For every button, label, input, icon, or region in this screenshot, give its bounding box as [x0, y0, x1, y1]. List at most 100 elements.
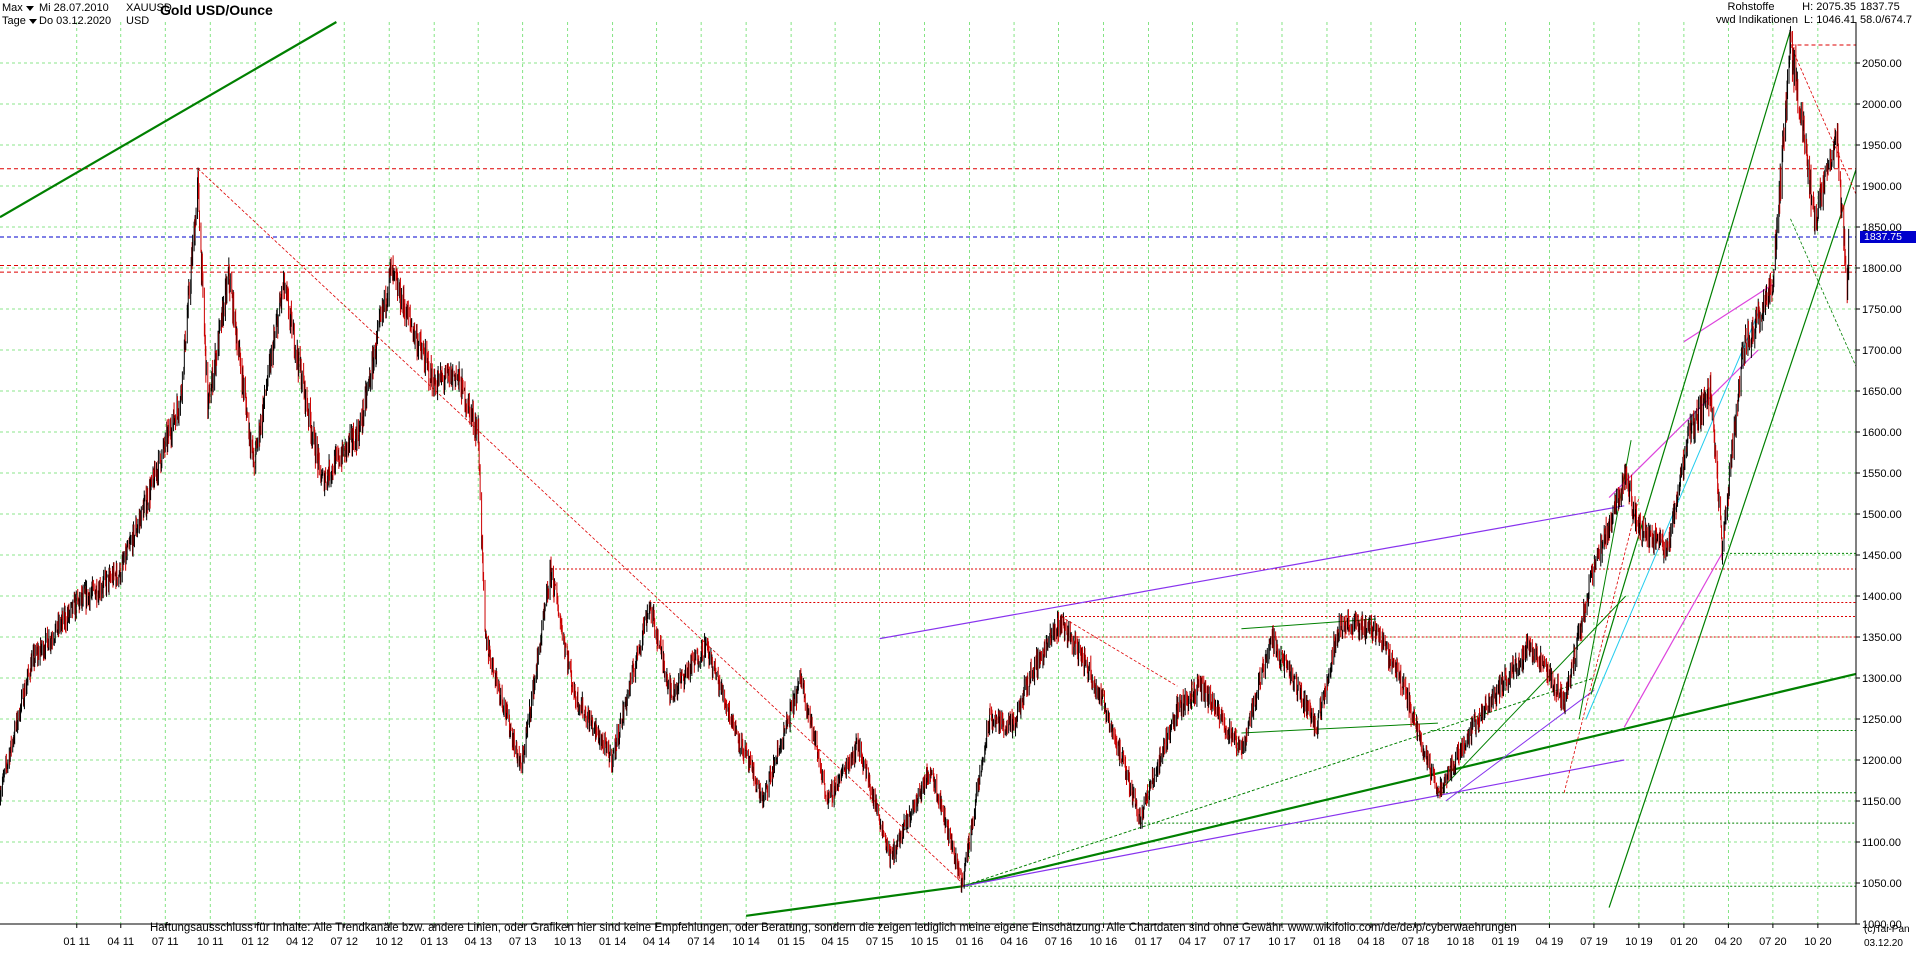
x-tick-label: 04 20	[1715, 936, 1743, 948]
x-tick-label: 10 13	[554, 936, 582, 948]
y-tick-label: 1900.00	[1862, 181, 1902, 193]
x-tick-label: 07 19	[1580, 936, 1608, 948]
x-tick-label: 07 11	[152, 936, 179, 948]
chevron-down-icon	[25, 5, 34, 11]
to-date: Do 03.12.2020	[39, 15, 112, 27]
range-select[interactable]: Max	[2, 2, 34, 15]
y-tick-label: 1150.00	[1862, 796, 1901, 808]
x-tick-label: 04 19	[1536, 936, 1564, 948]
x-tick-label: 04 15	[821, 936, 849, 948]
channel-line	[1608, 349, 1759, 499]
y-tick-label: 1950.00	[1862, 140, 1902, 152]
y-tick-label: 1700.00	[1862, 345, 1902, 357]
x-tick-label: 07 13	[509, 936, 537, 948]
x-tick-label: 10 17	[1268, 936, 1296, 948]
x-tick-label: 01 17	[1135, 936, 1163, 948]
x-tick-label: 10 20	[1804, 936, 1832, 948]
symbol: XAUUSD	[126, 2, 172, 14]
currency: USD	[126, 15, 150, 27]
x-tick-label: 01 13	[420, 936, 448, 948]
trend-line	[745, 885, 963, 917]
x-tick-label: 10 15	[911, 936, 939, 948]
y-tick-label: 1800.00	[1862, 263, 1902, 275]
trend-line	[1437, 595, 1627, 794]
x-tick-label: 07 18	[1402, 936, 1430, 948]
trend-line	[961, 672, 1857, 888]
y-tick-label: 2050.00	[1862, 58, 1902, 70]
x-tick-label: 01 20	[1670, 936, 1698, 948]
x-tick-label: 01 12	[241, 936, 269, 948]
x-tick-label: 01 18	[1313, 936, 1341, 948]
x-tick-label: 01 19	[1492, 936, 1520, 948]
y-tick-label: 1500.00	[1862, 509, 1902, 521]
low-label: L: 1046.41	[1804, 14, 1856, 26]
x-tick-label: 07 17	[1223, 936, 1251, 948]
x-tick-label: 07 16	[1045, 936, 1073, 948]
source-label: vwd Indikationen	[1716, 14, 1798, 26]
interval-select[interactable]: Tage	[2, 15, 37, 28]
high-label: H: 2075.35	[1802, 1, 1856, 13]
x-tick-label: 07 14	[687, 936, 715, 948]
channel-line	[962, 759, 1625, 887]
channel-line	[1445, 689, 1595, 802]
x-tick-label: 04 16	[1000, 936, 1028, 948]
y-tick-label: 1550.00	[1862, 468, 1902, 480]
x-tick-label: 01 15	[777, 936, 805, 948]
channel-line	[1683, 283, 1774, 343]
x-tick-label: 04 11	[107, 936, 134, 948]
end-date-label: 03.12.20	[1864, 938, 1903, 949]
x-tick-label: 10 11	[197, 936, 224, 948]
x-tick-label: 10 14	[732, 936, 760, 948]
current-price-tag: 1837.75	[1860, 231, 1916, 243]
y-tick-label: 2000.00	[1862, 99, 1902, 111]
chart-title: Gold USD/Ounce	[160, 2, 273, 18]
x-tick-label: 04 13	[464, 936, 492, 948]
x-tick-label: 10 12	[375, 936, 403, 948]
y-tick-label: 1650.00	[1862, 386, 1902, 398]
x-tick-label: 01 11	[63, 936, 90, 948]
copyright: (c)Tai-Pan	[1864, 924, 1910, 935]
trend-line	[1608, 169, 1857, 908]
trend-line	[1241, 618, 1376, 630]
x-tick-label: 04 14	[643, 936, 671, 948]
y-tick-label: 1450.00	[1862, 550, 1902, 562]
y-tick-label: 1250.00	[1862, 714, 1902, 726]
trend-line	[0, 21, 337, 219]
x-tick-label: 01 14	[599, 936, 627, 948]
trend-line	[1590, 30, 1792, 695]
y-tick-label: 1350.00	[1862, 632, 1902, 644]
x-tick-label: 10 16	[1090, 936, 1118, 948]
y-tick-label: 1200.00	[1862, 755, 1902, 767]
y-tick-label: 1300.00	[1862, 673, 1902, 685]
y-tick-label: 1050.00	[1862, 878, 1902, 890]
x-tick-label: 10 19	[1625, 936, 1653, 948]
y-tick-label: 1400.00	[1862, 591, 1902, 603]
x-tick-label: 04 17	[1179, 936, 1207, 948]
disclaimer-text: Haftungsausschluss für Inhalte: Alle Tre…	[150, 922, 1517, 934]
x-tick-label: 07 12	[330, 936, 358, 948]
y-tick-label: 1600.00	[1862, 427, 1902, 439]
x-tick-label: 01 16	[956, 936, 984, 948]
change-label: 58.0/674.7	[1860, 14, 1912, 26]
trend-line	[1790, 218, 1857, 367]
from-date: Mi 28.07.2010	[39, 2, 109, 14]
x-tick-label: 10 18	[1447, 936, 1475, 948]
trend-line	[962, 677, 1595, 887]
channel-line	[1623, 553, 1723, 728]
x-tick-label: 07 15	[866, 936, 894, 948]
trend-line	[1563, 497, 1640, 793]
category-label: Rohstoffe	[1727, 1, 1775, 13]
chevron-down-icon	[28, 18, 37, 24]
trend-line	[197, 168, 963, 884]
y-tick-label: 1000.00	[1862, 919, 1902, 931]
x-tick-label: 07 20	[1759, 936, 1787, 948]
x-tick-label: 04 12	[286, 936, 314, 948]
x-tick-label: 04 18	[1357, 936, 1385, 948]
trend-line	[1060, 616, 1178, 687]
channel-line	[879, 505, 1625, 640]
trend-line	[1790, 44, 1857, 195]
last-price: 1837.75	[1860, 1, 1900, 13]
y-tick-label: 1750.00	[1862, 304, 1902, 316]
